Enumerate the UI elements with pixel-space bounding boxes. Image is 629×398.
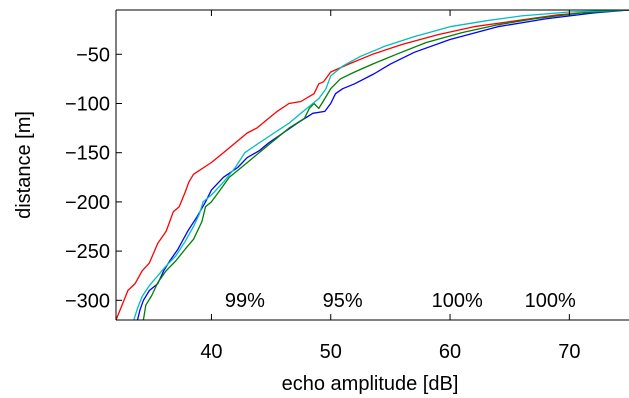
series-line-1 — [116, 10, 629, 320]
series-line-2 — [136, 10, 629, 320]
annotations: 99% 95% 100% 100% — [225, 290, 576, 312]
y-axis: −50 −100 −150 −200 −250 −300 — [65, 44, 122, 312]
y-tick-label: −150 — [65, 143, 110, 165]
axes-frame — [115, 9, 629, 321]
annotation-label: 100% — [525, 290, 576, 312]
x-tick-label: 70 — [558, 341, 580, 363]
plot-background — [116, 10, 629, 320]
y-axis-title: distance [m] — [13, 111, 35, 219]
x-axis: 40 50 60 70 — [200, 10, 580, 363]
series-line-3 — [142, 10, 629, 320]
x-axis-title: echo amplitude [dB] — [282, 373, 459, 395]
y-tick-label: −100 — [65, 93, 110, 115]
x-tick-label: 50 — [320, 341, 342, 363]
annotation-label: 99% — [225, 290, 265, 312]
series-line-4 — [133, 10, 629, 320]
annotation-label: 100% — [432, 290, 483, 312]
annotation-label: 95% — [323, 290, 363, 312]
y-tick-label: −300 — [65, 290, 110, 312]
y-tick-label: −200 — [65, 192, 110, 214]
x-tick-label: 60 — [439, 341, 461, 363]
y-tick-label: −250 — [65, 241, 110, 263]
x-tick-label: 40 — [200, 341, 222, 363]
plot-area — [116, 10, 629, 320]
y-tick-label: −50 — [76, 44, 110, 66]
series-layer — [116, 10, 629, 320]
